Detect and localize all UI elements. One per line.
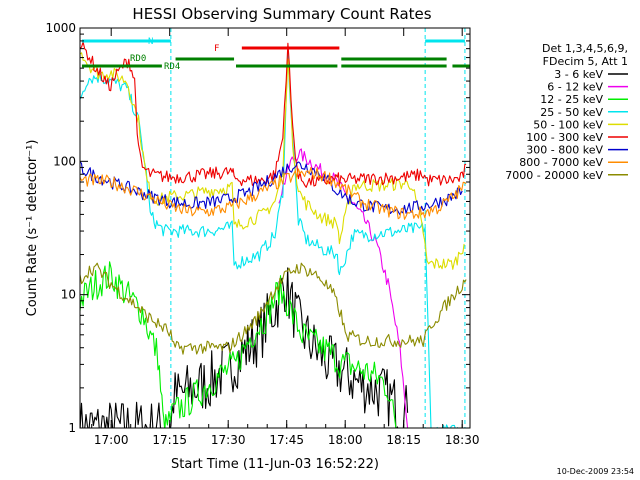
flag-layer: N F RD0 RD4 bbox=[81, 37, 470, 72]
series-line-4 bbox=[80, 52, 465, 270]
x-tick-label-5: 18:15 bbox=[386, 433, 421, 447]
x-axis-label: Start Time (11-Jun-03 16:52:22) bbox=[171, 457, 379, 472]
series-line-7 bbox=[80, 166, 467, 220]
timestamp: 10-Dec-2009 23:54 bbox=[557, 467, 634, 476]
x-tick-label-3: 17:45 bbox=[269, 433, 304, 447]
legend-entry-8: 7000 - 20000 keV bbox=[505, 169, 603, 182]
series-line-8 bbox=[80, 262, 467, 355]
legend-entry-5: 100 - 300 keV bbox=[526, 131, 603, 144]
flag-label-n: N bbox=[148, 37, 153, 47]
flag-label-rd4: RD4 bbox=[164, 62, 180, 72]
x-tick-label-4: 18:00 bbox=[328, 433, 363, 447]
flag-label-f: F bbox=[214, 44, 219, 54]
y-tick-label-2: 100 bbox=[53, 154, 76, 168]
legend-entry-4: 50 - 100 keV bbox=[533, 118, 603, 131]
legend-header-line-2: FDecim 5, Att 1 bbox=[543, 55, 628, 68]
legend-entry-2: 12 - 25 keV bbox=[540, 93, 603, 106]
series-line-1 bbox=[278, 148, 409, 428]
legend: Det 1,3,4,5,6,9, FDecim 5, Att 1 3 - 6 k… bbox=[505, 42, 628, 182]
flag-label-rd0: RD0 bbox=[130, 54, 146, 64]
x-tick-label-1: 17:15 bbox=[152, 433, 187, 447]
series-layer bbox=[80, 41, 467, 428]
y-tick-label-1: 10 bbox=[61, 288, 76, 302]
x-tick-label-2: 17:30 bbox=[211, 433, 246, 447]
axis-ticks: 17:00 17:15 17:30 17:45 18:00 18:15 18:30 1 10 10… bbox=[45, 21, 479, 447]
legend-entry-6: 300 - 800 keV bbox=[526, 144, 603, 157]
y-axis-label: Count Rate (s⁻¹ detector⁻¹) bbox=[25, 140, 40, 317]
legend-entry-1: 6 - 12 keV bbox=[547, 81, 603, 94]
legend-header-line-1: Det 1,3,4,5,6,9, bbox=[542, 42, 628, 55]
legend-entry-0: 3 - 6 keV bbox=[554, 68, 603, 81]
plot-frame bbox=[79, 27, 471, 429]
series-line-3 bbox=[80, 49, 462, 428]
series-line-5 bbox=[80, 41, 467, 188]
series-line-2 bbox=[80, 261, 397, 428]
x-tick-label-0: 17:00 bbox=[94, 433, 129, 447]
y-tick-label-0: 1 bbox=[68, 421, 76, 435]
y-tick-label-3: 1000 bbox=[45, 21, 76, 35]
series-line-0 bbox=[80, 267, 409, 428]
legend-entry-7: 800 - 7000 keV bbox=[519, 156, 603, 169]
chart-title: HESSI Observing Summary Count Rates bbox=[132, 5, 431, 23]
x-tick-label-6: 18:30 bbox=[445, 433, 480, 447]
legend-entry-3: 25 - 50 keV bbox=[540, 106, 603, 119]
